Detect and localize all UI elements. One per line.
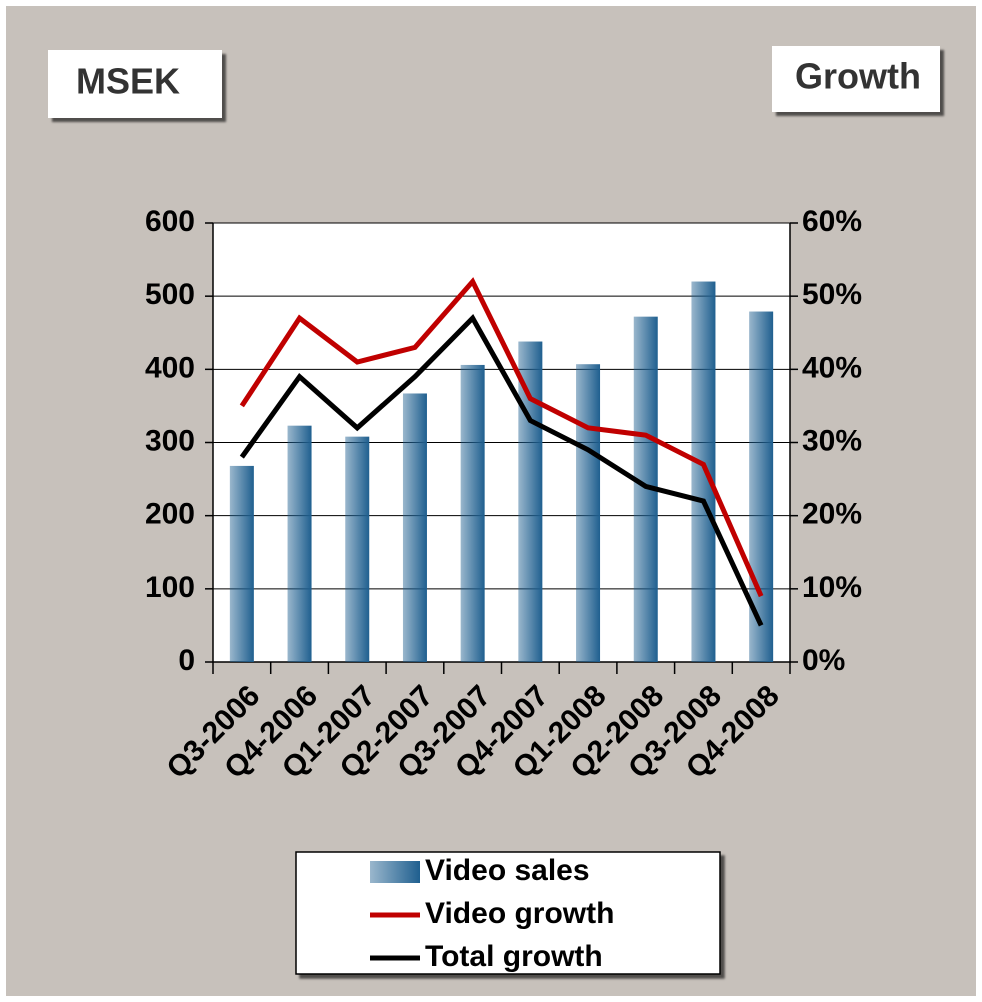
bar	[345, 436, 370, 662]
y2-axis-label: Growth	[795, 56, 921, 97]
y2-label-box	[772, 46, 940, 112]
y-tick-label: 0	[178, 644, 195, 677]
y-axis-label: MSEK	[76, 61, 180, 102]
y-tick-label: 300	[145, 424, 195, 457]
bar	[229, 465, 254, 662]
legend-label: Video growth	[425, 897, 614, 930]
y2-tick-label: 20%	[802, 498, 862, 531]
legend-swatch	[370, 861, 420, 883]
y2-tick-label: 40%	[802, 351, 862, 384]
y2-tick-label: 50%	[802, 278, 862, 311]
y-tick-label: 400	[145, 351, 195, 384]
legend-label: Total growth	[425, 940, 603, 973]
y-tick-label: 600	[145, 205, 195, 238]
line	[239, 313, 764, 627]
bar	[287, 425, 312, 662]
bar	[518, 341, 543, 662]
legend-box	[295, 851, 721, 975]
bar	[691, 281, 716, 662]
legend-label: Video sales	[425, 854, 590, 887]
y-tick-label: 100	[145, 571, 195, 604]
y2-tick-label: 60%	[802, 205, 862, 238]
y2-tick-label: 0%	[802, 644, 845, 677]
bar	[402, 393, 427, 662]
y2-tick-label: 10%	[802, 571, 862, 604]
y-tick-label: 200	[145, 498, 195, 531]
y2-tick-label: 30%	[802, 424, 862, 457]
line	[239, 277, 764, 598]
bar	[460, 364, 485, 662]
y-tick-label: 500	[145, 278, 195, 311]
y-label-box	[48, 50, 222, 118]
bar	[576, 364, 601, 662]
